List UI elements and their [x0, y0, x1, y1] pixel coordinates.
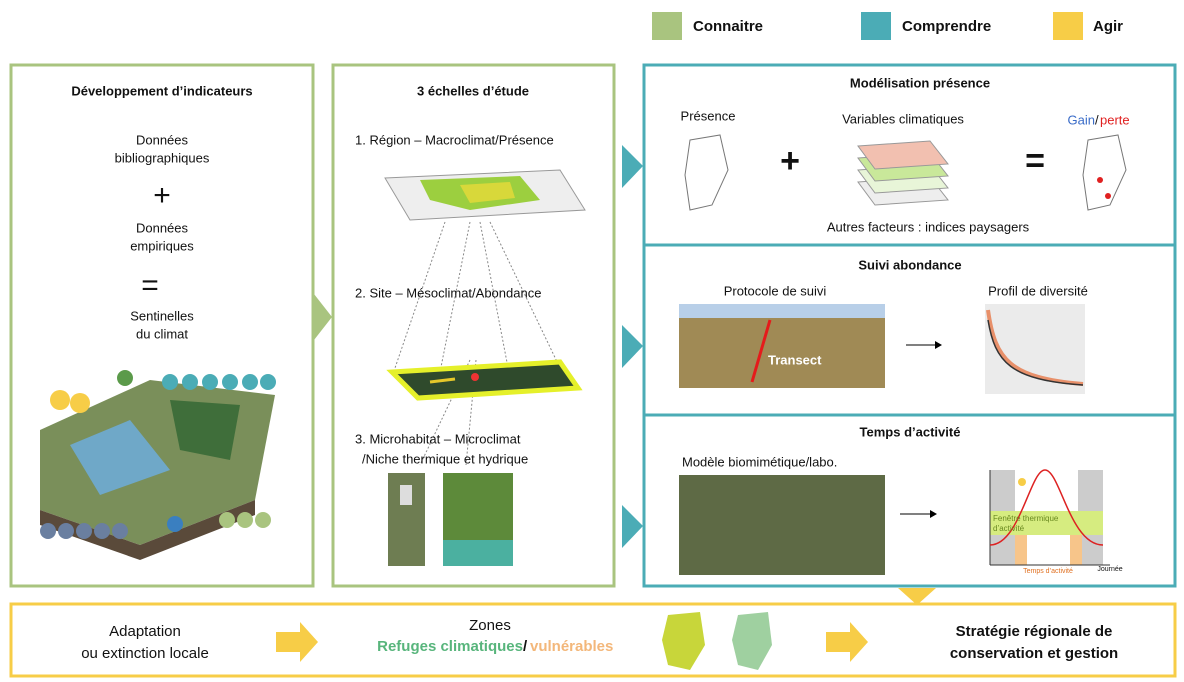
legend-swatch	[861, 12, 891, 40]
map-detail	[1105, 193, 1111, 199]
photo-detail	[400, 485, 412, 505]
text: /Niche thermique et hydrique	[362, 451, 528, 466]
text: Adaptation	[109, 623, 181, 640]
region-map	[385, 170, 585, 220]
layers	[858, 141, 948, 205]
arrow	[276, 622, 318, 662]
map	[662, 612, 705, 670]
text: Modèle biomimétique/labo.	[682, 454, 837, 469]
text: Données	[136, 220, 189, 235]
text: 3. Microhabitat – Microclimat	[355, 431, 521, 446]
text: Temps d’activité	[1023, 568, 1073, 575]
legend-swatch	[652, 12, 682, 40]
text: empiriques	[130, 238, 194, 253]
text: 2. Site – Mésoclimat/Abondance	[355, 285, 541, 300]
page: {"legend": ["Connaitre", "Comprendre", "…	[0, 0, 1184, 682]
text: Fenêtre thermique	[993, 514, 1059, 523]
text: /	[523, 638, 528, 655]
text: Zones	[469, 617, 511, 634]
legend-swatch	[1053, 12, 1083, 40]
text: ou extinction locale	[81, 645, 209, 662]
panel-title: 3 échelles d’étude	[417, 83, 529, 98]
legend-label: Connaitre	[693, 18, 763, 35]
text: vulnérables	[530, 638, 613, 655]
map	[732, 612, 772, 670]
symbol: +	[153, 179, 171, 212]
arrow-head	[935, 341, 942, 349]
site-map	[392, 362, 578, 398]
text: Données	[136, 132, 189, 147]
arrow-head	[930, 510, 937, 518]
legend-label: Comprendre	[902, 18, 991, 35]
section-title: Temps d’activité	[860, 424, 961, 439]
legend-label: Agir	[1093, 18, 1123, 35]
symbol: =	[141, 269, 159, 302]
arrow	[898, 588, 936, 605]
projection	[395, 222, 560, 465]
map-detail	[1097, 177, 1103, 183]
diagram: Connaitre Comprendre Agir Développement …	[0, 0, 1184, 682]
text: Transect	[768, 352, 822, 367]
text: Sentinelles	[130, 308, 194, 323]
text: conservation et gestion	[950, 645, 1118, 662]
arrow	[826, 622, 868, 662]
illustration	[40, 370, 276, 560]
text: 1. Région – Macroclimat/Présence	[355, 132, 554, 147]
arrow	[622, 145, 643, 188]
photo-detail	[443, 540, 513, 566]
text: Variables climatiques	[842, 111, 964, 126]
text: Refuges climatiques	[377, 638, 523, 655]
text: Gain	[1068, 112, 1095, 127]
arrow	[622, 505, 643, 548]
text: Stratégie régionale de	[956, 623, 1113, 640]
text: /	[1095, 112, 1099, 127]
photo-sky	[679, 304, 885, 318]
section-title: Modélisation présence	[850, 75, 990, 90]
symbol: +	[780, 142, 800, 180]
text: Protocole de suivi	[724, 283, 827, 298]
arrow	[314, 294, 332, 340]
section-title: Suivi abondance	[858, 257, 961, 272]
text: Autres facteurs : indices paysagers	[827, 219, 1030, 234]
text: d’activité	[993, 524, 1025, 533]
panel-title: Développement d’indicateurs	[71, 83, 252, 98]
text: Journée	[1097, 566, 1122, 573]
text: du climat	[136, 326, 188, 341]
text: bibliographiques	[115, 150, 210, 165]
text: perte	[1100, 112, 1130, 127]
map	[685, 135, 728, 210]
arrow	[622, 325, 643, 368]
symbol: =	[1025, 142, 1045, 180]
text: Présence	[681, 108, 736, 123]
map	[1083, 135, 1126, 210]
photo	[679, 475, 885, 575]
text: Profil de diversité	[988, 283, 1088, 298]
